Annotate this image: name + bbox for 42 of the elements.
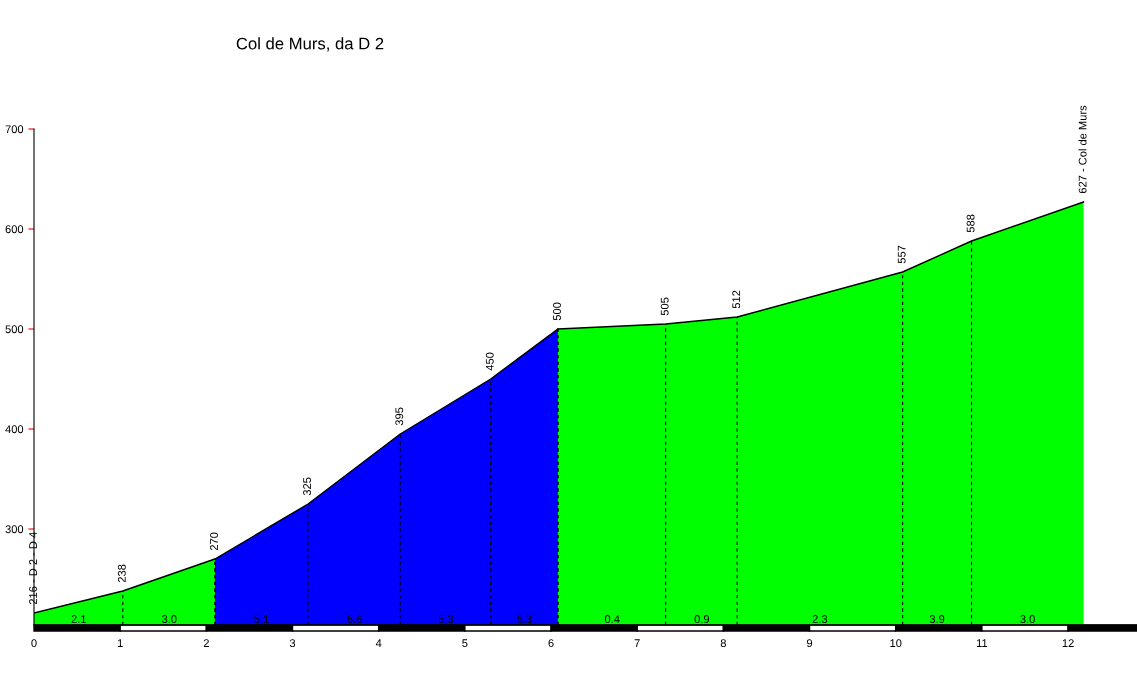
data-label: 238 [117,564,126,583]
annotation: 5.1 [254,615,269,623]
annotation: 2.3 [812,615,828,623]
annotation: 2.1 [71,615,86,623]
data-label: 627 - Col de Murs [1078,105,1087,194]
x-tick-label: 4 [375,639,382,647]
x-tick-label: 11 [976,639,988,647]
x-tick-label: 2 [203,639,209,647]
annotation: 3.9 [929,615,945,623]
data-label: 216 - D 2 - D 4 [29,532,37,605]
x-tick-label: 6 [548,639,554,648]
y-tick-label: 500 [5,325,24,334]
x-tick-label: 7 [634,639,640,647]
data-label: 450 [485,352,494,371]
data-label: 512 [732,290,741,309]
data-label: 557 [897,245,906,264]
data-label: 588 [966,214,975,233]
x-tick-label: 5 [462,639,468,648]
data-label: 395 [395,407,404,426]
data-label: 270 [210,532,218,551]
x-tick-label: 1 [117,639,123,647]
annotation: 5.3 [438,615,454,623]
annotation: 3.0 [161,615,177,623]
x-tick-label: 8 [720,639,726,648]
data-label: 505 [660,297,669,316]
chart-title: Col de Murs, da D 2 [236,37,384,52]
annotation: 0.4 [604,615,620,623]
y-tick-label: 400 [5,425,24,434]
x-tick-label: 10 [890,639,902,648]
x-tick-label: 12 [1062,639,1074,647]
x-tick-label: 3 [289,639,296,648]
annotation: 6.3 [517,615,532,623]
data-label: 325 [303,477,312,496]
annotation: 3.0 [1020,615,1035,623]
x-tick-label: 0 [31,639,37,648]
y-tick-label: 700 [5,125,24,134]
annotation: 6.6 [347,615,362,623]
x-tick-label: 9 [806,639,813,648]
y-tick-label: 600 [5,225,24,234]
y-tick-label: 300 [5,525,24,534]
annotation: 0.9 [694,615,710,623]
data-label: 500 [553,302,561,321]
